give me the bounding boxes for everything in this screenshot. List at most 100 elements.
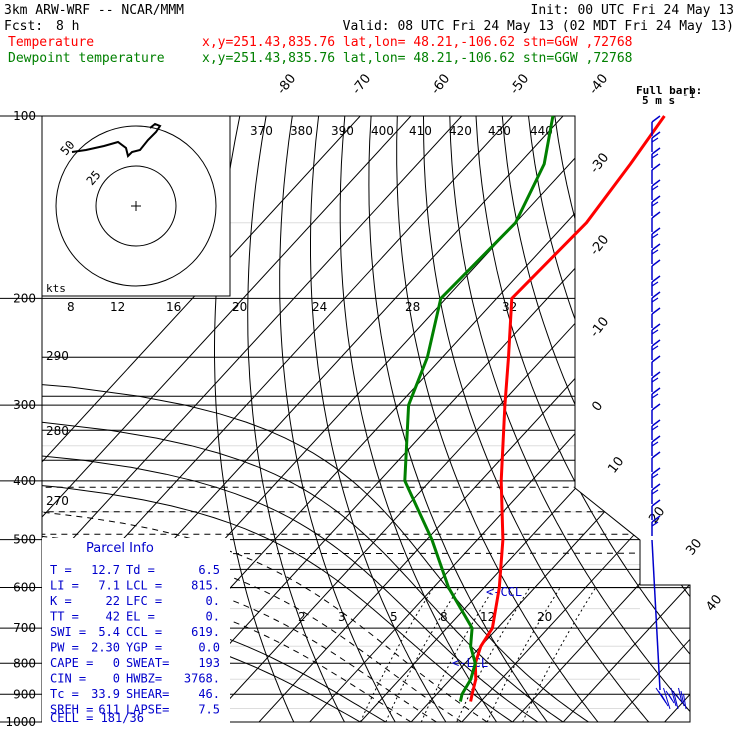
hodograph-center-mark	[131, 201, 141, 211]
wind-barb-flag	[651, 185, 659, 191]
parcel-info-value: CAPE =	[50, 656, 93, 670]
wind-barb-flag	[651, 227, 661, 235]
wind-barb-flag	[651, 281, 659, 287]
wind-barb-flag	[651, 499, 661, 507]
dry-adiabat-line	[627, 116, 690, 722]
temperature-trace	[469, 115, 666, 702]
dry-adiabat-line	[474, 116, 690, 722]
isotherm-line	[145, 116, 690, 722]
isotherm-label: 0	[589, 399, 606, 415]
wind-barb-flag	[651, 297, 659, 303]
wind-barb-flag	[651, 435, 661, 443]
isotherm-line	[42, 116, 437, 722]
wind-barb-flag	[651, 243, 661, 251]
wind-barb-low-level	[678, 687, 683, 704]
isotherm-line	[42, 116, 488, 722]
wind-barb-flag	[651, 387, 661, 395]
lcl-marker: <-LCL	[452, 656, 488, 670]
parcel-info-value: LAPSE=	[126, 703, 169, 717]
parcel-info-value: 42	[106, 610, 120, 624]
theta-left-label: 270	[46, 494, 69, 508]
pressure-label: 300	[13, 398, 36, 412]
theta-label: 430	[488, 124, 511, 138]
isotherm-label: -30	[587, 150, 612, 176]
theta-label: 420	[449, 124, 472, 138]
wind-barb-flag	[651, 489, 659, 495]
parcel-info-value: PW =	[50, 641, 79, 655]
dry-adiabat-line	[339, 116, 506, 722]
wind-barb-flag	[651, 131, 661, 139]
valid-time: Valid: 08 UTC Fri 24 May 13 (02 MDT Fri …	[343, 19, 734, 34]
parcel-info-value: 0.	[206, 594, 220, 608]
isotherm-label: -80	[274, 71, 299, 97]
parcel-info-value: YGP =	[126, 641, 162, 655]
mixing-ratio-label: 5	[390, 610, 398, 624]
dry-adiabat-line	[678, 116, 690, 722]
wind-legend-title: Full barb:	[636, 84, 702, 97]
wind-barb-flag	[651, 291, 661, 299]
parcel-info-value: 33.9	[91, 687, 120, 701]
mixing-ratio-line	[522, 587, 597, 722]
dry-adiabat-line	[500, 116, 690, 722]
dry-adiabat-line	[279, 116, 404, 722]
wind-barb-flag	[651, 147, 661, 155]
legend-dewpoint-info: x,y=251.43,835.76 lat,lon= 48.21,-106.62…	[202, 51, 632, 66]
theta-label: 370	[250, 124, 273, 138]
theta-left-label: 280	[46, 424, 69, 438]
pressure-label: 800	[13, 656, 36, 670]
hodograph-speed-label: 20	[232, 300, 247, 314]
wind-barb-flag	[651, 233, 659, 239]
wind-barb-flag	[651, 451, 661, 459]
parcel-info-box: Parcel Info T = 12.7 Td = 6.5 LI = 7.1 LCL = 81…	[42, 538, 230, 725]
wind-barb-staff-low	[651, 539, 661, 691]
parcel-info-value: T =	[50, 563, 72, 577]
wind-barb-flag	[651, 115, 661, 123]
parcel-info-value: Tc =	[50, 687, 79, 701]
theta-label: 440	[530, 124, 553, 138]
parcel-info-value: 3768.	[184, 672, 220, 686]
isotherm-line	[652, 116, 690, 722]
parcel-info-value: Td =	[126, 563, 155, 577]
isotherm-line	[297, 116, 690, 722]
init-time: Init: 00 UTC Fri 24 May 13	[531, 3, 735, 18]
wind-barb-flag	[651, 441, 659, 447]
dry-adiabat-line	[730, 88, 740, 735]
ccl-marker: <-CCL	[486, 585, 522, 599]
parcel-info-value: CCL =	[126, 625, 162, 639]
isotherm-label: 40	[703, 592, 725, 614]
wind-legend-unit: 5 m s	[642, 94, 675, 107]
parcel-info-value: 2.30	[91, 641, 120, 655]
wind-barb-low-level	[675, 693, 681, 701]
dry-adiabat-line	[396, 116, 609, 722]
parcel-info-value: LCL =	[126, 579, 162, 593]
wind-barb-low-level	[680, 690, 685, 707]
parcel-info-value: SWEAT=	[126, 656, 169, 670]
wind-barb-flag	[651, 371, 661, 379]
isotherm-line	[449, 116, 690, 722]
parcel-info-value: LFC =	[126, 594, 162, 608]
pressure-label: 1000	[5, 715, 36, 729]
isotherm-line	[704, 88, 740, 735]
wind-barb-flag	[651, 211, 661, 219]
parcel-info-value: SHEAR=	[126, 687, 169, 701]
wind-barb-low-level	[660, 693, 669, 707]
parcel-info-value: 6.5	[198, 563, 220, 577]
isotherm-label: 30	[683, 536, 705, 558]
parcel-info-background	[42, 538, 230, 724]
parcel-info-value: HWBZ=	[126, 672, 162, 686]
fcst-label: Fcst:	[4, 19, 43, 34]
wind-barb-flag	[651, 393, 659, 399]
hodograph-speed-label: 28	[405, 300, 420, 314]
wind-barb-flag	[651, 275, 661, 283]
parcel-info-title: Parcel Info	[86, 541, 154, 556]
hodograph-speed-label: 24	[312, 300, 327, 314]
parcel-info-value: 7.5	[198, 703, 220, 717]
hodograph-trace	[71, 122, 162, 158]
hodograph: 25 50 kts	[41, 115, 231, 297]
wind-barb-flag	[651, 467, 661, 475]
isotherm-line	[551, 116, 690, 722]
hodograph-speed-label: 8	[67, 300, 75, 314]
isotherm-label: -10	[587, 314, 612, 340]
isotherm-line	[42, 116, 387, 722]
